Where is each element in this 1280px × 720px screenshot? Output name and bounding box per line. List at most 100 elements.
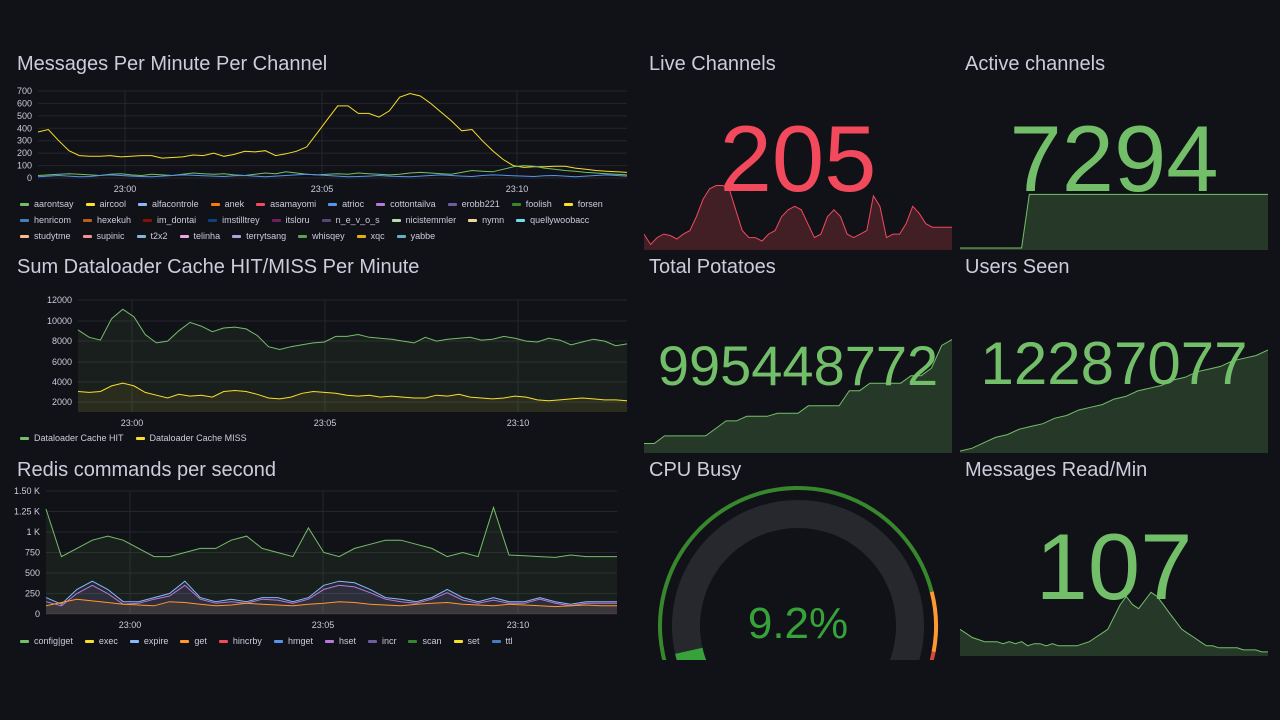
legend-item[interactable]: incr xyxy=(367,636,397,646)
legend-label: ttl xyxy=(505,636,513,646)
legend-label: alfacontrole xyxy=(152,199,199,209)
panel-title[interactable]: Redis commands per second xyxy=(17,459,277,481)
panel-title[interactable]: Total Potatoes xyxy=(649,256,776,278)
x-tick-label: 23:10 xyxy=(506,184,529,194)
legend-swatch xyxy=(273,639,283,643)
panel-title[interactable]: Messages Per Minute Per Channel xyxy=(17,53,328,75)
y-tick-label: 1.25 K xyxy=(14,507,40,517)
legend-label: yabbe xyxy=(410,231,436,241)
series-line xyxy=(37,165,628,177)
legend-item[interactable]: xqc xyxy=(356,231,385,241)
legend-label: cottontailva xyxy=(390,199,436,209)
gauge-threshold-red xyxy=(929,651,936,660)
legend-swatch xyxy=(396,234,406,238)
live-channels-sparkline xyxy=(644,185,952,250)
legend-item[interactable]: hexekuh xyxy=(83,215,131,225)
legend-item[interactable]: whisqey xyxy=(298,231,345,241)
legend-item[interactable]: n_e_v_o_s xyxy=(321,215,380,225)
legend-label: incr xyxy=(381,636,397,646)
legend-item[interactable]: foolish xyxy=(511,199,552,209)
cache-legend: Dataloader Cache HIT Dataloader Cache MIS… xyxy=(20,433,630,443)
cache-hit-miss-chart[interactable]: 12000 10000 8000 6000 4000 2000 23:00 23:05 23:1… xyxy=(0,288,640,430)
legend-item[interactable]: t2x2 xyxy=(136,231,168,241)
legend-label: expire xyxy=(143,636,169,646)
legend-item[interactable]: nymn xyxy=(468,215,504,225)
legend-swatch xyxy=(367,639,377,643)
legend-swatch xyxy=(136,234,146,238)
legend-swatch xyxy=(516,218,526,222)
legend-swatch xyxy=(84,639,94,643)
legend-item[interactable]: terrytsang xyxy=(232,231,286,241)
legend-item[interactable]: nicistemmler xyxy=(391,215,456,225)
legend-item[interactable]: ttl xyxy=(491,636,513,646)
legend-swatch xyxy=(468,218,478,222)
legend-label: henricom xyxy=(34,215,72,225)
legend-label: config|get xyxy=(34,636,73,646)
sparkline-line xyxy=(960,349,1268,452)
legend-item[interactable]: aarontsay xyxy=(20,199,74,209)
series-line xyxy=(37,92,628,173)
legend-item[interactable]: henricom xyxy=(20,215,71,225)
legend-item[interactable]: config|get xyxy=(20,636,73,646)
legend-swatch xyxy=(20,639,29,643)
sparkline-area xyxy=(644,339,952,453)
legend-item[interactable]: hset xyxy=(324,636,356,646)
x-tick-label: 23:00 xyxy=(114,184,137,194)
legend-item[interactable]: quellywoobacc xyxy=(516,215,589,225)
legend-item[interactable]: hmget xyxy=(273,636,313,646)
panel-title[interactable]: Messages Read/Min xyxy=(965,459,1148,481)
sparkline-area xyxy=(960,350,1268,453)
legend-item[interactable]: exec xyxy=(84,636,118,646)
legend-item[interactable]: aircool xyxy=(85,199,126,209)
panel-title[interactable]: Sum Dataloader Cache HIT/MISS Per Minute xyxy=(17,256,420,278)
legend-swatch xyxy=(408,639,418,643)
legend-item[interactable]: atrioc xyxy=(328,199,364,209)
legend-label: foolish xyxy=(525,199,552,209)
panel-title[interactable]: CPU Busy xyxy=(649,459,742,481)
legend-item[interactable]: studytme xyxy=(20,231,71,241)
legend-swatch xyxy=(180,639,190,643)
legend-item[interactable]: Dataloader Cache MISS xyxy=(135,433,247,443)
legend-item[interactable]: cottontailva xyxy=(376,199,436,209)
legend-item[interactable]: Dataloader Cache HIT xyxy=(20,433,124,443)
legend-item[interactable]: telinha xyxy=(179,231,220,241)
legend-item[interactable]: set xyxy=(453,636,480,646)
legend-item[interactable]: hincrby xyxy=(218,636,262,646)
legend-label: hmget xyxy=(287,636,313,646)
legend-label: erobb221 xyxy=(461,199,500,209)
legend-swatch xyxy=(256,202,266,206)
legend-item[interactable]: yabbe xyxy=(396,231,436,241)
messages-read-value: 107 xyxy=(1035,514,1193,619)
legend-swatch xyxy=(85,202,95,206)
gauge-value-arc xyxy=(675,647,707,660)
panel-title[interactable]: Live Channels xyxy=(649,53,776,75)
legend-item[interactable]: im_dontai xyxy=(143,215,196,225)
legend-label: xqc xyxy=(370,231,385,241)
legend-swatch xyxy=(20,202,29,206)
series-line xyxy=(37,173,628,178)
legend-item[interactable]: anek xyxy=(210,199,244,209)
legend-item[interactable]: expire xyxy=(129,636,169,646)
legend-swatch xyxy=(179,234,189,238)
legend-item[interactable]: alfacontrole xyxy=(138,199,199,209)
legend-item[interactable]: erobb221 xyxy=(447,199,500,209)
legend-item[interactable]: supinic xyxy=(82,231,125,241)
messages-per-minute-chart[interactable]: 700 600 500 400 300 200 100 0 23:00 23:05 23:10 xyxy=(0,82,640,194)
legend-item[interactable]: imstilltrey xyxy=(208,215,260,225)
y-tick-label: 6000 xyxy=(52,357,72,367)
legend-swatch xyxy=(376,202,386,206)
legend-item[interactable]: get xyxy=(180,636,207,646)
gauge-threshold-orange xyxy=(929,591,939,653)
legend-label: quellywoobacc xyxy=(530,215,590,225)
legend-item[interactable]: asamayomi xyxy=(256,199,316,209)
legend-item[interactable]: forsen xyxy=(563,199,603,209)
legend-item[interactable]: scan xyxy=(408,636,442,646)
legend-item[interactable]: itsloru xyxy=(271,215,310,225)
redis-commands-chart[interactable]: 1.50 K 1.25 K 1 K 750 500 250 0 23:00 23:05 23:10 xyxy=(0,484,640,632)
redis-legend: config|get exec expire get hincrby hmget hset i… xyxy=(20,636,630,646)
series-area xyxy=(46,507,617,614)
panel-title[interactable]: Users Seen xyxy=(965,256,1070,278)
x-tick-label: 23:05 xyxy=(314,418,337,428)
sparkline-area xyxy=(644,185,952,250)
panel-title[interactable]: Active channels xyxy=(965,53,1106,75)
